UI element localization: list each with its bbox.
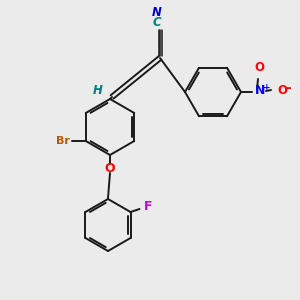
Text: -: - [285,81,291,95]
Text: O: O [254,61,264,74]
Text: Br: Br [56,136,70,146]
Text: O: O [277,83,287,97]
Text: +: + [263,82,271,91]
Text: H: H [93,85,103,98]
Text: C: C [153,16,161,29]
Text: F: F [143,200,152,214]
Text: N: N [255,83,266,97]
Text: N: N [152,6,162,19]
Text: O: O [105,161,115,175]
